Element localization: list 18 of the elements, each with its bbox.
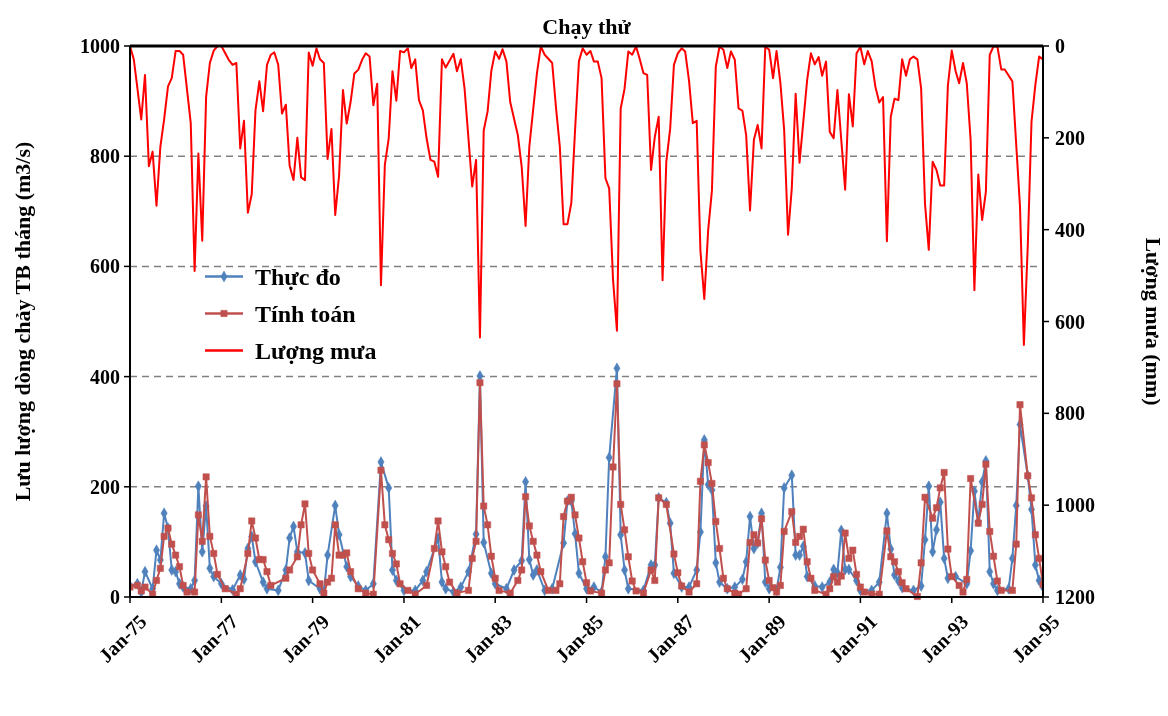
y-tick-label: 0 (110, 586, 120, 608)
legend-label: Tính toán (255, 300, 356, 327)
y2-tick-label: 600 (1055, 310, 1085, 333)
y2-tick-label: 400 (1055, 218, 1085, 241)
chart-title: Chạy thử (542, 14, 632, 39)
y-axis-title: Lưu lượng dòng chảy TB tháng (m3/s) (10, 141, 35, 502)
y2-tick-label: 1000 (1055, 494, 1095, 517)
y2-tick-label: 0 (1055, 35, 1065, 57)
y2-tick-label: 200 (1055, 126, 1085, 149)
legend-label: Thực đo (255, 263, 341, 290)
y-tick-label: 400 (90, 365, 120, 388)
y2-tick-label: 800 (1055, 402, 1085, 425)
y-tick-label: 1000 (80, 35, 120, 57)
y2-tick-label: 1200 (1055, 586, 1095, 608)
y-tick-label: 600 (90, 255, 120, 278)
legend-label: Lượng mưa (255, 337, 377, 364)
y-tick-label: 200 (90, 475, 120, 498)
y-tick-label: 800 (90, 145, 120, 168)
